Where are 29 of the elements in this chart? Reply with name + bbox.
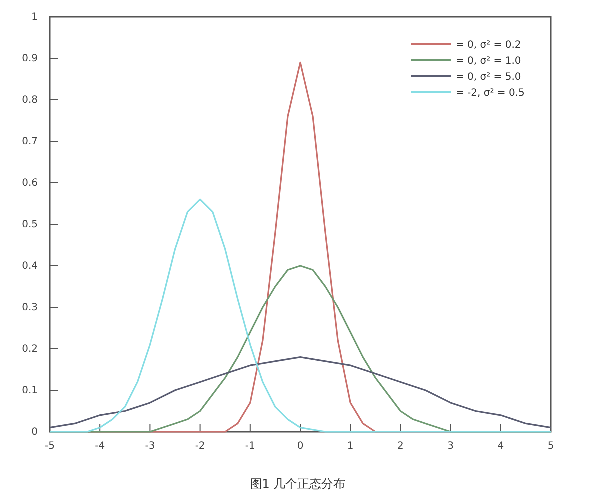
x-tick-label: 0 bbox=[297, 441, 304, 452]
x-tick-label: -3 bbox=[145, 441, 156, 452]
y-tick-label: 0.8 bbox=[22, 95, 38, 106]
legend-label: = -2, σ² = 0.5 bbox=[456, 88, 525, 99]
x-tick-label: -4 bbox=[95, 441, 106, 452]
y-tick-label: 0.7 bbox=[22, 136, 38, 148]
y-tick-label: 0.6 bbox=[22, 178, 38, 190]
y-tick-label: 0.3 bbox=[22, 302, 38, 314]
x-tick-label: -1 bbox=[245, 441, 256, 452]
line-series bbox=[49, 356, 552, 429]
x-tick-label: 5 bbox=[548, 441, 554, 452]
legend-label: = 0, σ² = 0.2 bbox=[456, 40, 522, 51]
line-series bbox=[49, 198, 552, 433]
legend-label: = 0, σ² = 1.0 bbox=[456, 56, 522, 67]
y-tick-label: 0 bbox=[32, 427, 38, 438]
x-tick-label: -2 bbox=[195, 441, 206, 452]
text: 图1 几个正态分布 bbox=[250, 477, 346, 491]
x-tick-label: 3 bbox=[448, 441, 454, 452]
y-tick-label: 1 bbox=[32, 12, 38, 24]
x-tick-label: 4 bbox=[498, 441, 504, 452]
y-tick-label: 0.2 bbox=[22, 344, 38, 356]
legend-label: = 0, σ² = 5.0 bbox=[456, 72, 522, 83]
y-tick-label: 0.1 bbox=[22, 386, 38, 397]
x-tick-label: -5 bbox=[45, 441, 55, 452]
y-tick-label: 0.9 bbox=[22, 54, 38, 65]
x-tick-label: 1 bbox=[347, 441, 354, 452]
y-tick-label: 0.5 bbox=[22, 220, 38, 231]
x-tick-label: 2 bbox=[398, 441, 404, 452]
y-tick-label: 0.4 bbox=[22, 261, 38, 272]
